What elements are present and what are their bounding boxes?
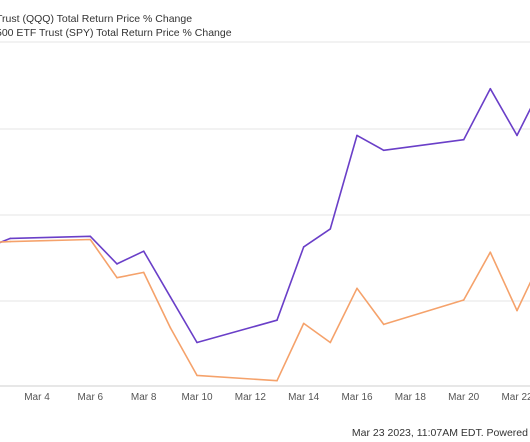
x-tick-label: Mar 10 (181, 392, 213, 403)
series-0-point (462, 138, 465, 141)
x-tick-label: Mar 18 (395, 392, 427, 403)
series-1-point (169, 326, 172, 329)
series-1-point (142, 271, 145, 274)
chart-legend: Trust (QQQ) Total Return Price % Change … (0, 0, 530, 40)
series-0-point (9, 237, 12, 240)
series-0-point (489, 87, 492, 90)
series-0-point (329, 228, 332, 230)
series-1-point (356, 287, 358, 290)
series-0-point (169, 296, 172, 298)
series-0-point (516, 134, 518, 137)
series-1-point (489, 251, 492, 253)
series-0-point (302, 246, 305, 248)
x-tick-label: Mar 8 (131, 392, 157, 403)
series-0-point (142, 250, 145, 252)
series-1-point (116, 276, 118, 279)
series-1-point (382, 323, 385, 326)
series-1-point (276, 379, 278, 382)
x-tick-label: Mar 16 (341, 392, 373, 403)
series-0-point (382, 149, 385, 152)
series-1-point (89, 238, 92, 241)
series-line-1 (0, 238, 530, 382)
series-1-point (302, 322, 305, 325)
legend-entry-spy: 500 ETF Trust (SPY) Total Return Price %… (0, 27, 232, 39)
legend-entry-qqq: Trust (QQQ) Total Return Price % Change (0, 13, 193, 25)
series-1-point (329, 341, 332, 344)
series-0-point (356, 134, 358, 137)
x-tick-label: Mar 4 (24, 392, 50, 403)
x-tick-label: Mar 22 (501, 392, 530, 403)
x-tick-label: Mar 12 (235, 392, 267, 403)
series-1-point (462, 299, 465, 301)
footer-timestamp: Mar 23 2023, 11:07AM EDT. Powered (351, 427, 528, 439)
x-tick-label: Mar 14 (288, 392, 320, 403)
chart-footer: Mar 23 2023, 11:07AM EDT. Powered (0, 426, 530, 440)
x-tick-label: Mar 6 (78, 392, 104, 403)
series-1-point (196, 374, 198, 377)
series-0-point (116, 263, 118, 265)
x-tick-label: Mar 20 (448, 392, 480, 403)
series-0-point (89, 235, 92, 238)
series-line-0 (0, 87, 530, 344)
series-0-point (276, 319, 278, 322)
series-1-point (9, 240, 12, 243)
series-1-point (516, 309, 518, 312)
series-0-point (196, 341, 198, 344)
